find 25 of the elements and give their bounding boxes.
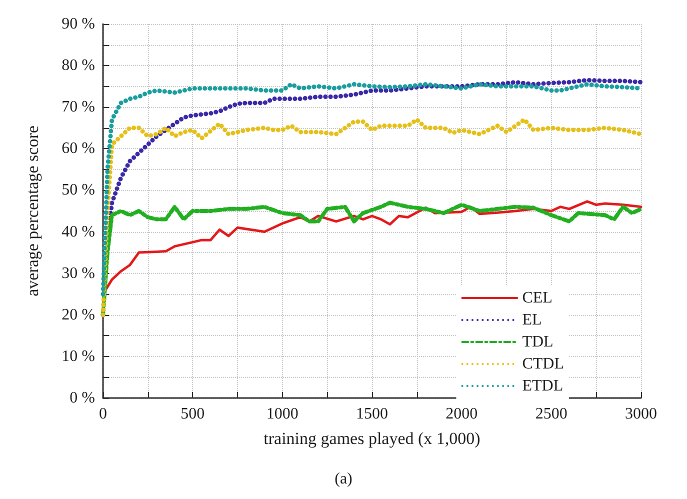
- y-tick-label: 80 %: [62, 57, 95, 74]
- y-tick-label: 70 %: [62, 98, 95, 116]
- x-tick-label: 1000: [266, 406, 298, 422]
- legend-label: CEL: [522, 290, 552, 306]
- y-tick-label: 10 %: [62, 348, 95, 365]
- legend-label: TDL: [522, 334, 554, 350]
- x-tick-label: 0: [99, 406, 107, 422]
- x-tick-label: 3000: [625, 406, 657, 422]
- y-tick-label: 0 %: [70, 390, 95, 406]
- text: (a): [334, 470, 352, 488]
- legend-label: ETDL: [522, 378, 564, 394]
- x-axis-title: training games played (x 1,000): [264, 429, 480, 448]
- x-tick-label: 500: [180, 406, 205, 422]
- y-tick-label: 50 %: [62, 182, 95, 199]
- y-tick-label: 30 %: [62, 264, 95, 282]
- y-tick-label: 20 %: [62, 306, 95, 324]
- x-tick-label: 2000: [446, 406, 478, 422]
- y-tick-label: 60 %: [62, 140, 95, 158]
- x-tick-label: 1500: [356, 406, 388, 422]
- y-tick-label: 40 %: [62, 223, 95, 240]
- y-tick-label: 90 %: [62, 16, 95, 32]
- x-tick-label: 2500: [535, 406, 568, 422]
- legend-label: CTDL: [522, 356, 564, 372]
- y-axis-title: average percentage score: [23, 126, 42, 296]
- legend-label: EL: [522, 312, 542, 328]
